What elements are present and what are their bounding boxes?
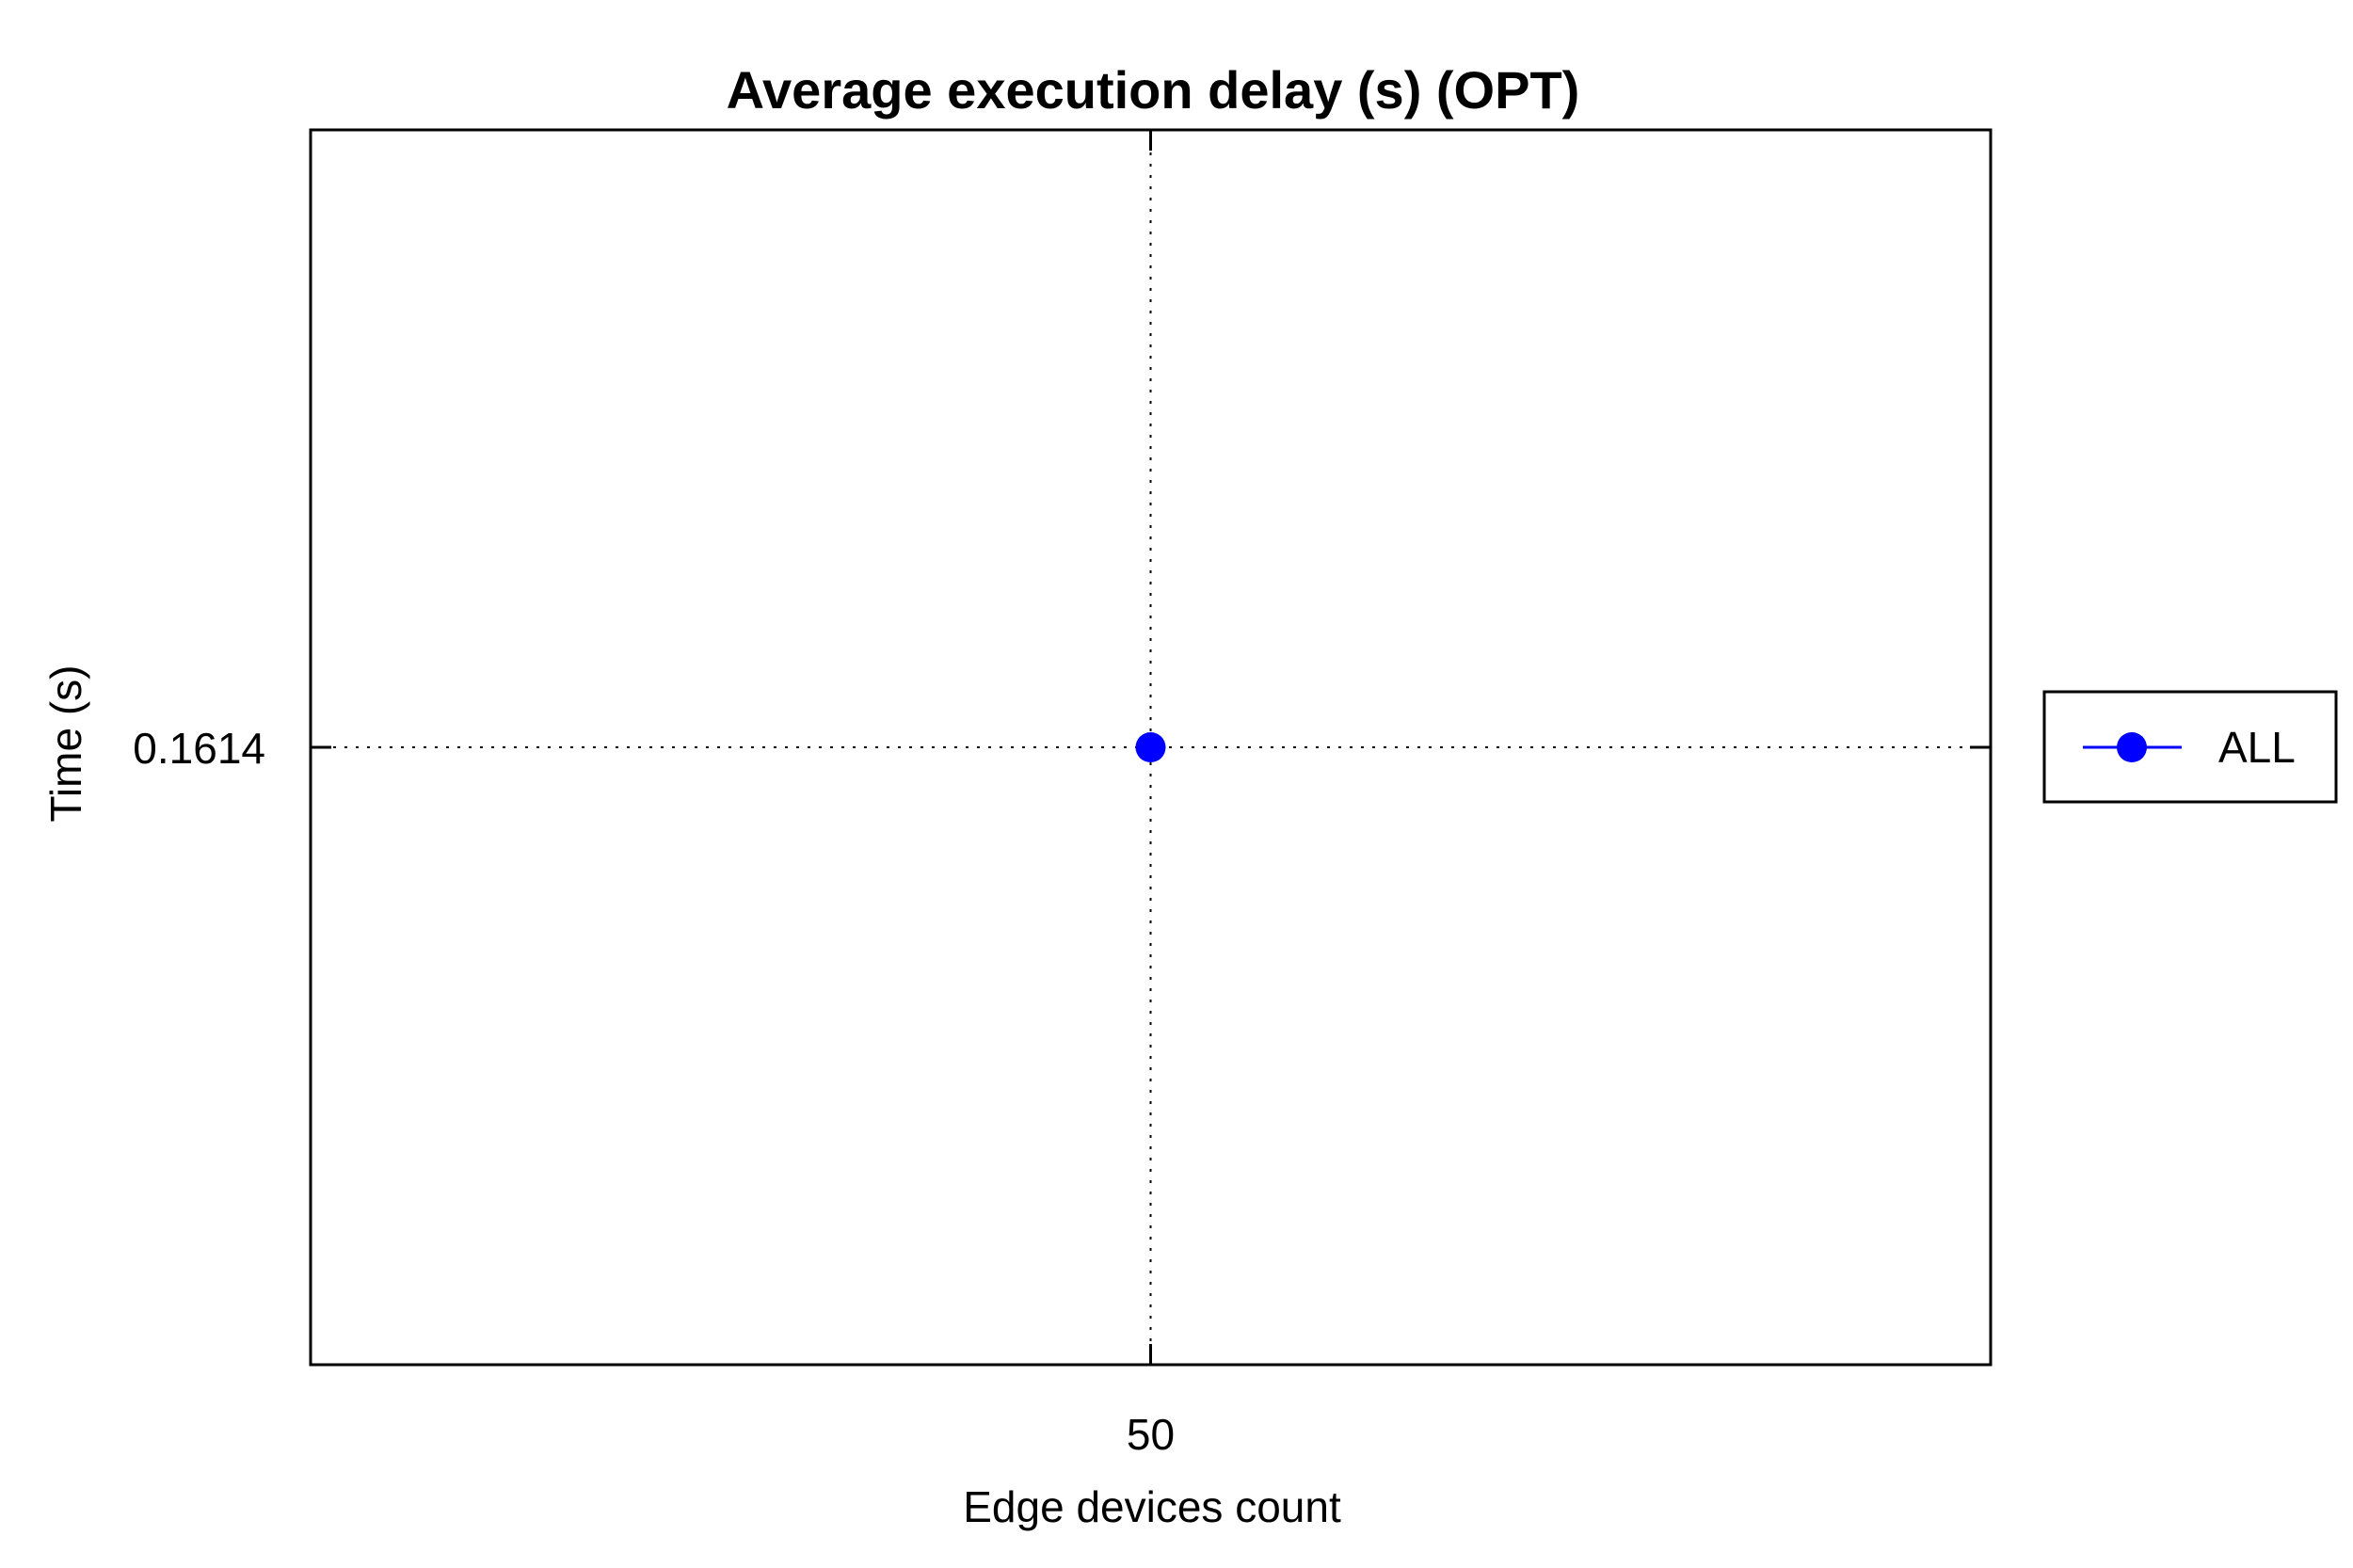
x-axis-label: Edge devices count xyxy=(963,1482,1341,1531)
x-tick-label: 50 xyxy=(1127,1410,1175,1459)
grid-layer xyxy=(311,130,1991,1365)
series-layer xyxy=(1135,732,1166,762)
legend-entry-all: ALL xyxy=(2218,723,2296,772)
chart-title: Average execution delay (s) (OPT) xyxy=(727,60,1580,120)
legend-marker-swatch xyxy=(2117,732,2147,762)
data-point-all xyxy=(1135,732,1166,762)
y-tick-label: 0.1614 xyxy=(133,724,265,773)
legend: ALL xyxy=(2042,690,2338,804)
y-axis-label: Time (s) xyxy=(41,665,90,823)
tick-layer: 50 0.1614 xyxy=(133,130,1991,1459)
